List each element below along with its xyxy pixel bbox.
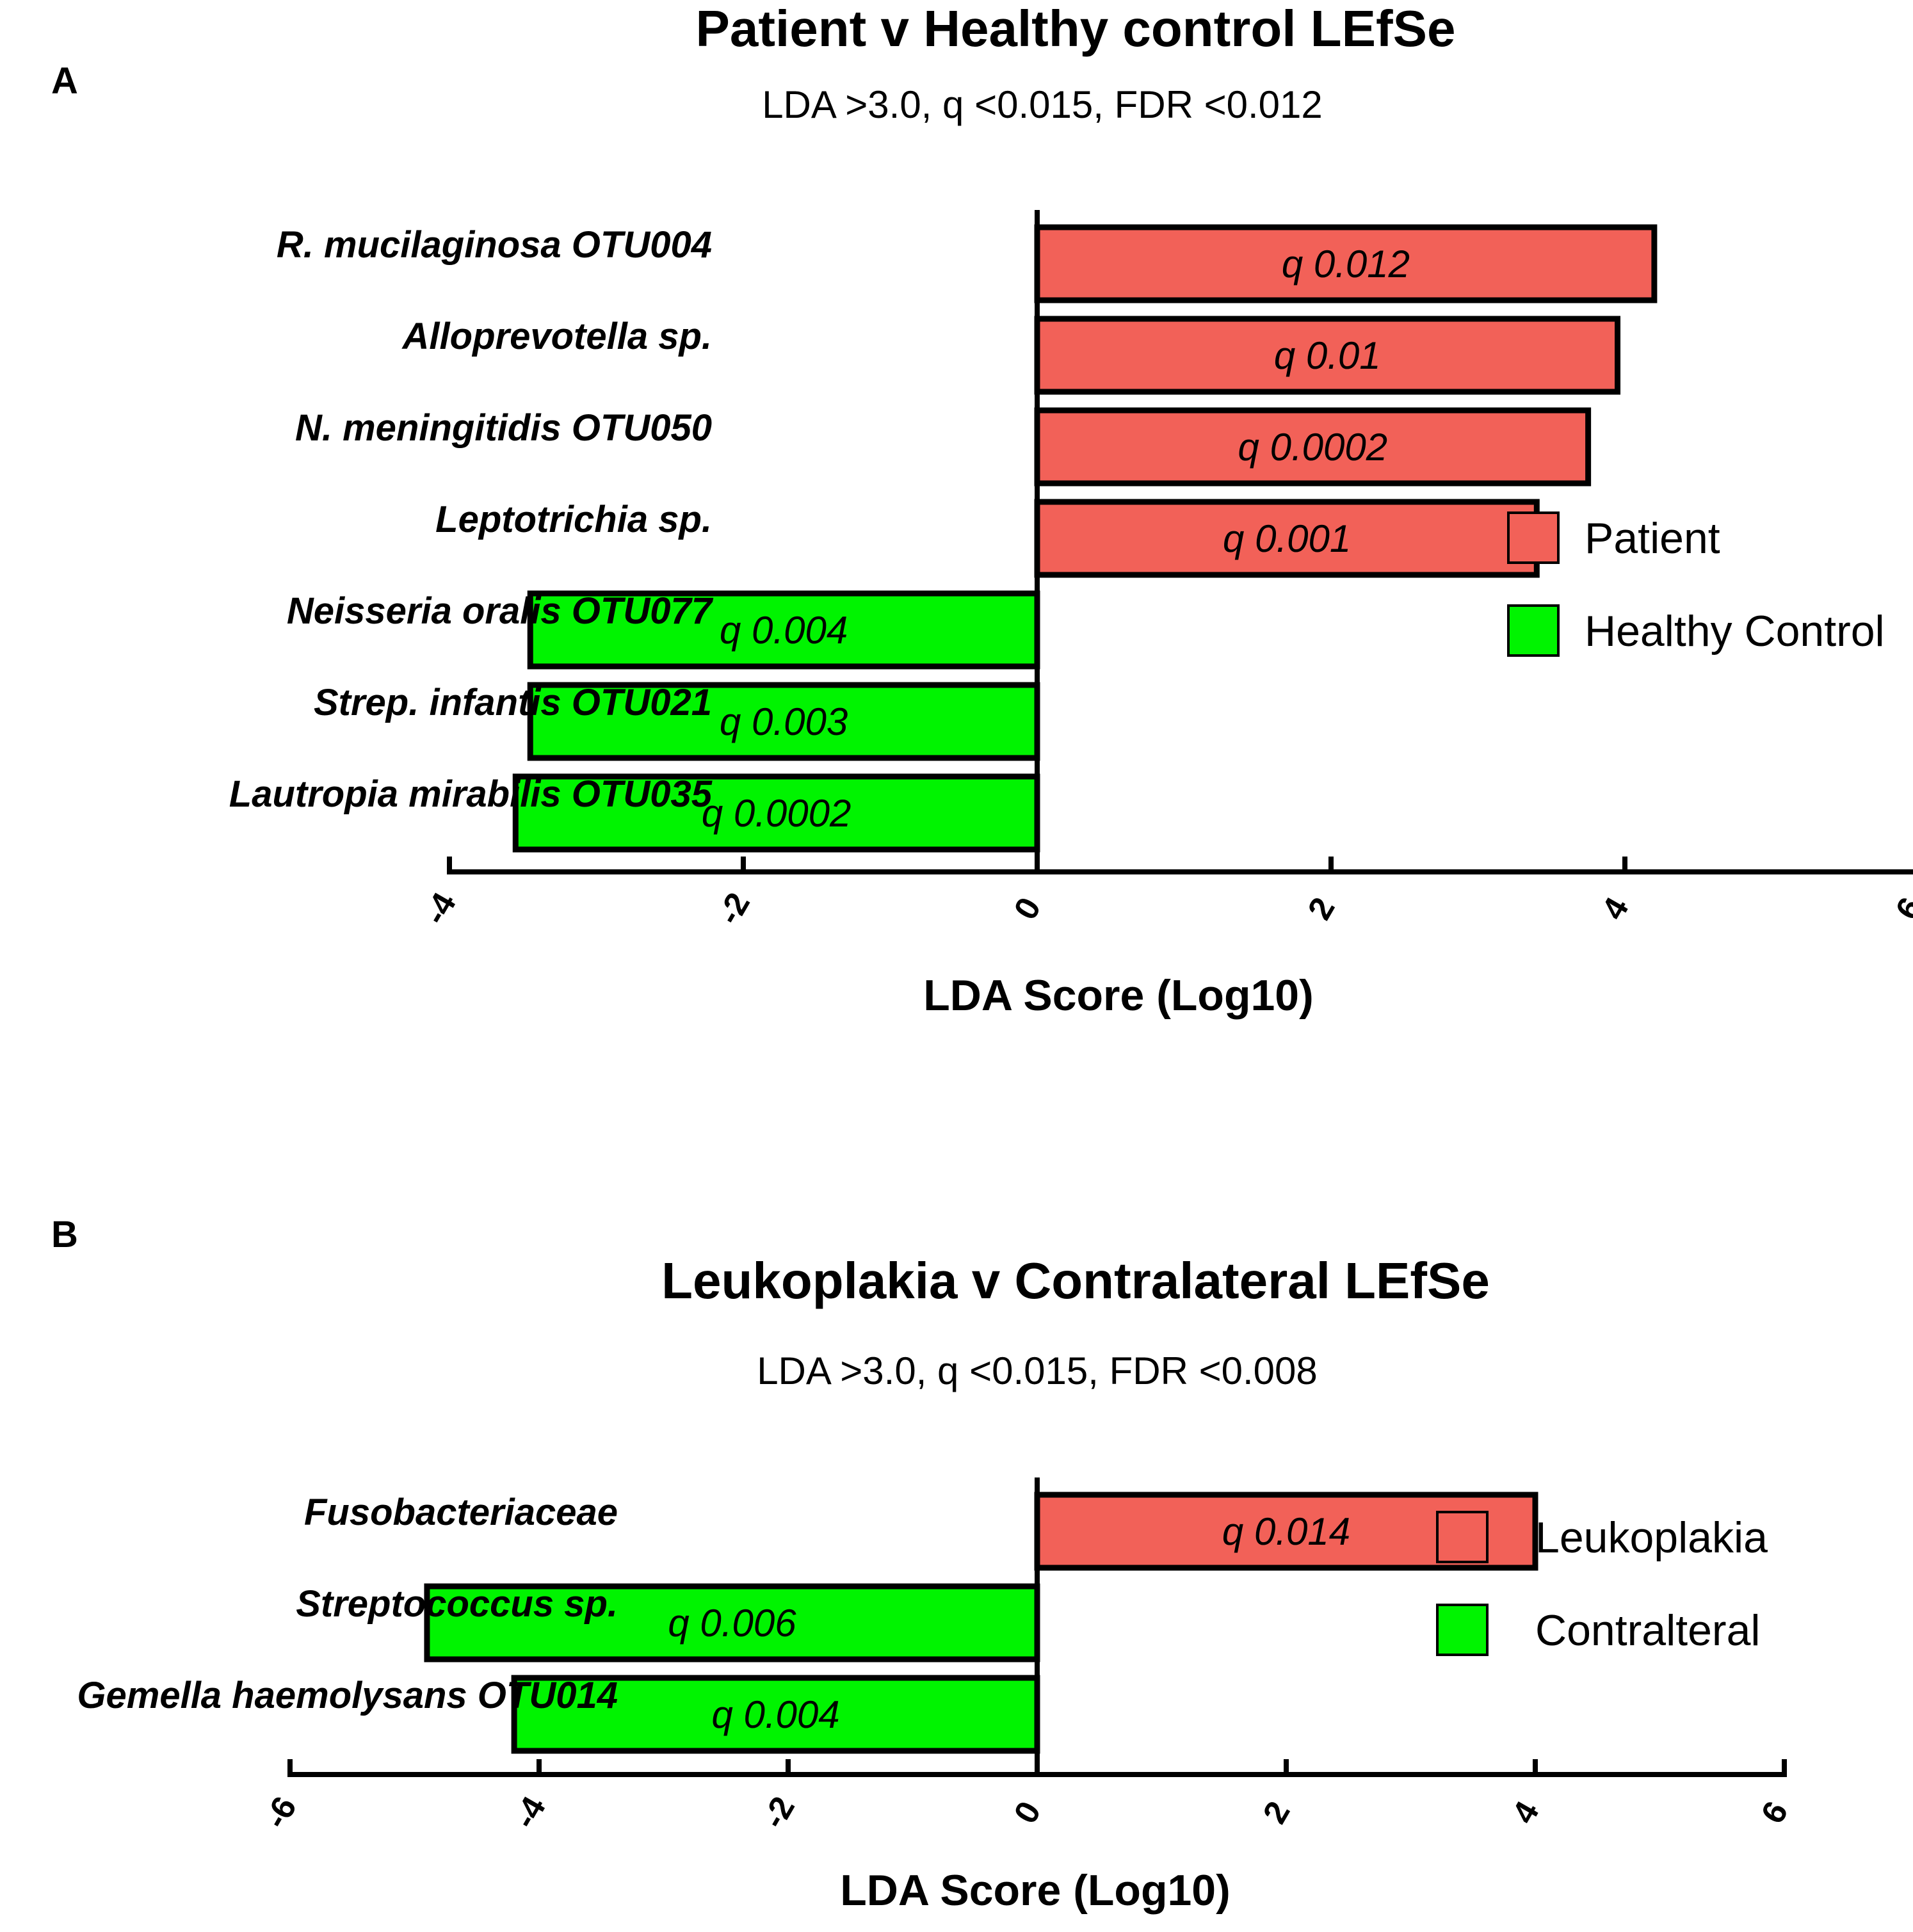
x-tick-label: 0 (1007, 891, 1049, 926)
panel-letter-a: A (51, 60, 78, 102)
x-tick-label: -2 (755, 1791, 802, 1835)
x-tick-label: 0 (1007, 1795, 1049, 1830)
plot-area-a: q 0.012 R. mucilaginosa OTU004 q 0.01 Allop… (229, 210, 1913, 1020)
category-label: Leptotrichia sp. (435, 499, 712, 540)
chart-subtitle-b: LDA >3.0, q <0.015, FDR <0.008 (757, 1349, 1318, 1392)
category-label: Alloprevotella sp. (401, 316, 712, 357)
x-tick-label: -4 (506, 1791, 553, 1835)
x-tick-label: 4 (1595, 891, 1636, 926)
category-label: Gemella haemolysans OTU014 (77, 1675, 618, 1716)
panel-letter-b: B (51, 1214, 78, 1255)
panel-a: A Patient v Healthy control LEfSe LDA >3… (51, 0, 1913, 1020)
bar-a-3 (1034, 407, 1592, 487)
plot-area-b: q 0.014 Fusobacteriaceae q 0.006 Streptococ… (77, 1477, 1796, 1915)
legend-swatch (1436, 1604, 1489, 1656)
x-tick-label: 2 (1256, 1795, 1298, 1830)
category-label: Neisseria oralis OTU077 (287, 590, 714, 632)
category-label: Fusobacteriaceae (304, 1492, 618, 1533)
x-tick-label: 6 (1754, 1795, 1796, 1830)
bar-q-label: q 0.006 (668, 1602, 796, 1645)
category-label: Streptococcus sp. (296, 1583, 618, 1625)
bar-a-7 (512, 773, 1040, 853)
bar-q-label: q 0.003 (720, 700, 848, 743)
category-label: N. meningitidis OTU050 (295, 407, 712, 449)
legend-label: Healthy Control (1585, 607, 1885, 656)
x-axis-title: LDA Score (Log10) (923, 971, 1314, 1020)
bar-q-label: q 0.0002 (702, 792, 852, 835)
category-label: Lautropia mirabilis OTU035 (229, 773, 713, 815)
legend-label: Contralteral (1535, 1606, 1761, 1655)
bar-q-label: q 0.0002 (1238, 426, 1388, 469)
bar-a-2 (1034, 316, 1621, 395)
x-tick-label: -4 (417, 887, 464, 931)
bar-q-label: q 0.004 (720, 609, 848, 652)
x-tick-label: 4 (1505, 1795, 1547, 1830)
x-tick-label: -6 (257, 1791, 304, 1835)
bar-q-label: q 0.001 (1223, 517, 1351, 560)
bar-q-label: q 0.012 (1282, 243, 1410, 286)
legend-label: Leukoplakia (1535, 1513, 1768, 1562)
bar-q-label: q 0.014 (1222, 1510, 1350, 1553)
panel-b: B Leukoplakia v Contralateral LEfSe LDA … (51, 1214, 1796, 1915)
x-tick-label: 2 (1301, 891, 1343, 926)
category-label: R. mucilaginosa OTU004 (277, 224, 712, 266)
category-label: Strep. infantis OTU021 (314, 682, 712, 723)
chart-title-b: Leukoplakia v Contralateral LEfSe (661, 1252, 1490, 1309)
bar-a-5 (527, 590, 1040, 670)
bar-q-label: q 0.004 (711, 1693, 839, 1736)
legend-swatch (1507, 511, 1560, 564)
legend-swatch (1507, 604, 1560, 657)
x-axis-title: LDA Score (Log10) (840, 1866, 1231, 1915)
chart-subtitle-a: LDA >3.0, q <0.015, FDR <0.012 (762, 83, 1323, 126)
chart-title-a: Patient v Healthy control LEfSe (696, 0, 1456, 57)
x-tick-label: -2 (711, 887, 757, 931)
bar-q-label: q 0.01 (1274, 334, 1381, 377)
x-tick-label: 6 (1889, 891, 1913, 926)
legend-swatch (1436, 1511, 1489, 1563)
legend-label: Patient (1585, 514, 1720, 563)
